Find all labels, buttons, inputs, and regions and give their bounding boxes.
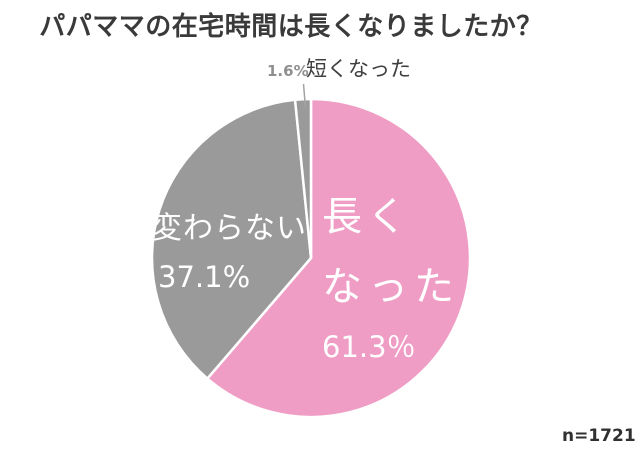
sample-size-label: n=1721 [562, 426, 636, 446]
pie-slice-no-change [150, 98, 313, 380]
chart-title: パパママの在宅時間は長くなりましたか？ [39, 12, 543, 42]
callout-label-shorter: 短くなった [306, 57, 411, 81]
slice-pct-longer: 61.3％ [322, 330, 416, 364]
slice-label-longer-line2: なった [322, 264, 460, 310]
slice-label-longer-line1: 長く [322, 194, 412, 240]
pie-slice-shorter [293, 97, 313, 260]
slice-pct-no-change: 37.1% [158, 260, 251, 294]
callout-leader-line [302, 83, 307, 109]
callout-pct-shorter: 1.6% [267, 62, 309, 80]
pie-slice-longer [206, 97, 472, 419]
slice-label-no-change: 変わらない [152, 211, 307, 246]
